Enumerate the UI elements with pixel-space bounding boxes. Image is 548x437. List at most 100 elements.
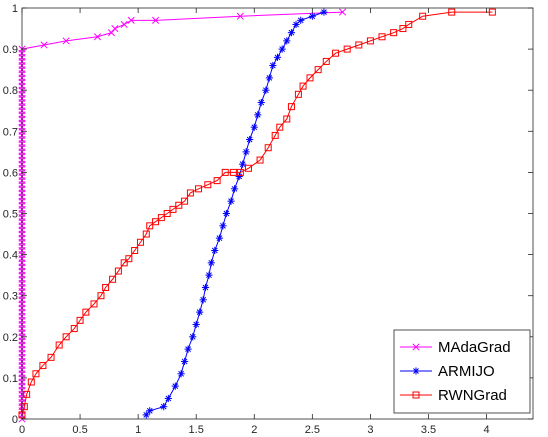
data-point-rwngrad — [195, 185, 203, 193]
data-point-rwngrad — [448, 8, 456, 16]
y-tick-label: 0.9 — [3, 44, 18, 56]
data-point-rwngrad — [70, 325, 78, 333]
data-point-rwngrad — [163, 210, 171, 217]
data-point-armijo — [180, 357, 189, 366]
x-tick-label: 4 — [483, 424, 489, 436]
data-point-armijo — [222, 209, 230, 218]
y-tick-label: 0.2 — [3, 332, 18, 344]
y-tick-label: 1 — [12, 3, 18, 15]
data-point-rwngrad — [355, 41, 363, 49]
data-point-armijo — [171, 382, 179, 390]
data-point-armijo — [262, 86, 270, 94]
data-point-rwngrad — [399, 25, 407, 33]
data-point-rwngrad — [287, 103, 295, 111]
data-point-rwngrad — [390, 29, 398, 37]
data-point-rwngrad — [283, 115, 291, 123]
data-point-rwngrad — [76, 316, 84, 324]
data-point-armijo — [146, 407, 154, 415]
legend: MAdaGrad ARMIJO RWNGrad — [393, 329, 531, 414]
data-point-armijo — [292, 20, 300, 29]
legend-label-armijo: ARMIJO — [438, 363, 495, 380]
data-point-rwngrad — [97, 292, 105, 300]
data-point-armijo — [242, 148, 250, 156]
legend-marker-armijo — [412, 367, 420, 375]
legend-item-madagrad: MAdaGrad — [400, 339, 511, 356]
data-point-madagrad — [40, 41, 48, 49]
data-point-madagrad — [62, 37, 70, 45]
data-point-rwngrad — [264, 144, 272, 152]
data-point-rwngrad — [175, 201, 183, 209]
data-point-rwngrad — [204, 181, 212, 189]
data-point-rwngrad — [32, 370, 40, 378]
data-point-armijo — [308, 12, 316, 20]
axis-layer: 0 0.5 1 1.5 2 2.5 3 3.5 4 0 0.1 0.2 0.3 0.4 0.5 0.6 0.7 0… — [3, 3, 534, 436]
legend-marker-madagrad — [412, 343, 420, 351]
data-point-armijo — [273, 53, 282, 61]
data-point-armijo — [211, 246, 219, 255]
data-point-rwngrad — [276, 123, 284, 131]
data-point-rwngrad — [229, 168, 237, 176]
data-point-madagrad — [338, 8, 347, 16]
data-point-armijo — [199, 296, 207, 304]
data-point-rwngrad — [186, 189, 194, 197]
data-point-armijo — [215, 234, 224, 242]
data-point-rwngrad — [23, 390, 31, 398]
data-point-armijo — [254, 111, 262, 119]
data-point-armijo — [192, 320, 200, 329]
data-point-rwngrad — [332, 49, 340, 57]
data-point-armijo — [230, 185, 239, 193]
data-point-rwngrad — [256, 156, 264, 164]
x-tick-label: 2 — [251, 424, 257, 436]
x-tick-label: 0.5 — [72, 424, 87, 436]
data-point-rwngrad — [213, 177, 221, 185]
x-tick-label: 1 — [135, 424, 141, 436]
data-point-armijo — [184, 345, 192, 353]
data-point-rwngrad — [181, 197, 189, 205]
data-point-madagrad — [152, 16, 160, 24]
legend-item-armijo: ARMIJO — [400, 363, 495, 380]
data-point-armijo — [269, 61, 277, 70]
legend-label-rwngrad: RWNGrad — [438, 387, 507, 404]
y-tick-label: 0.1 — [3, 373, 18, 385]
data-point-rwngrad — [102, 283, 110, 291]
data-point-rwngrad — [146, 222, 154, 230]
data-point-rwngrad — [109, 275, 117, 283]
data-point-rwngrad — [236, 168, 244, 176]
data-point-rwngrad — [142, 230, 150, 238]
data-point-rwngrad — [294, 90, 302, 98]
y-tick-label: 0 — [12, 414, 18, 426]
data-point-rwngrad — [378, 33, 386, 41]
data-point-madagrad — [93, 33, 102, 41]
data-point-madagrad — [111, 24, 119, 33]
legend-item-rwngrad: RWNGrad — [400, 387, 507, 404]
data-point-rwngrad — [244, 164, 252, 172]
data-point-rwngrad — [39, 362, 47, 370]
data-point-rwngrad — [152, 218, 160, 226]
data-point-rwngrad — [322, 57, 330, 65]
data-point-armijo — [283, 37, 291, 45]
data-point-rwngrad — [366, 37, 374, 45]
data-point-rwngrad — [299, 82, 307, 90]
data-point-armijo — [219, 222, 227, 230]
data-point-armijo — [257, 98, 265, 107]
data-point-rwngrad — [131, 246, 139, 254]
data-point-rwngrad — [20, 403, 28, 411]
x-tick-label: 1.5 — [189, 424, 204, 436]
data-point-rwngrad — [405, 20, 413, 28]
data-point-armijo — [164, 394, 172, 403]
data-point-armijo — [227, 197, 235, 205]
data-point-rwngrad — [169, 205, 177, 213]
data-point-rwngrad — [343, 45, 351, 53]
data-point-rwngrad — [27, 378, 35, 386]
data-point-armijo — [189, 333, 197, 341]
y-tick-label: 0.8 — [3, 85, 18, 97]
data-point-rwngrad — [271, 131, 279, 139]
data-point-armijo — [142, 411, 150, 419]
data-point-rwngrad — [55, 341, 63, 349]
data-point-rwngrad — [90, 300, 98, 308]
y-tick-label: 0.5 — [3, 209, 18, 221]
data-point-madagrad — [120, 20, 128, 28]
data-point-armijo — [205, 271, 213, 279]
y-tick-label: 0.7 — [3, 126, 18, 138]
